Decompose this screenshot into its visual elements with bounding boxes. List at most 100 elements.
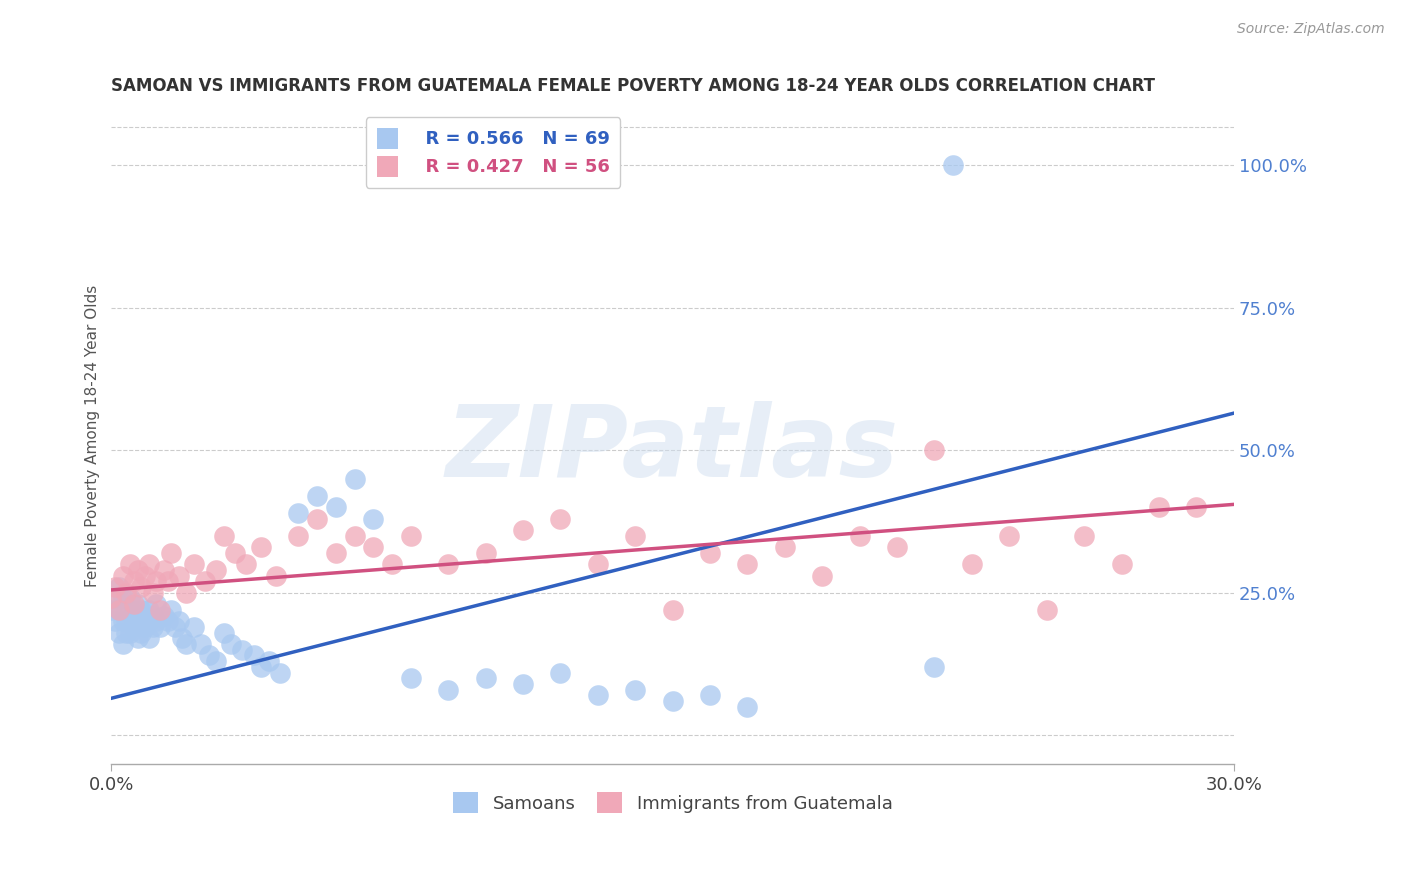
Point: [811, 568, 834, 582]
Point: [474, 546, 496, 560]
Point: [661, 603, 683, 617]
Point: [343, 529, 366, 543]
Point: [219, 637, 242, 651]
Point: [194, 574, 217, 589]
Point: [115, 586, 138, 600]
Point: [149, 603, 172, 617]
Point: [224, 546, 246, 560]
Point: [122, 603, 145, 617]
Point: [1035, 603, 1057, 617]
Point: [145, 574, 167, 589]
Point: [661, 694, 683, 708]
Point: [138, 603, 160, 617]
Point: [212, 625, 235, 640]
Point: [115, 603, 138, 617]
Text: ZIPatlas: ZIPatlas: [446, 401, 900, 498]
Point: [100, 591, 122, 606]
Point: [231, 642, 253, 657]
Point: [167, 614, 190, 628]
Point: [287, 506, 309, 520]
Point: [437, 558, 460, 572]
Point: [120, 625, 142, 640]
Point: [190, 637, 212, 651]
Point: [264, 568, 287, 582]
Point: [399, 529, 422, 543]
Point: [363, 511, 385, 525]
Point: [1073, 529, 1095, 543]
Point: [942, 158, 965, 172]
Point: [127, 632, 149, 646]
Point: [550, 665, 572, 680]
Point: [142, 608, 165, 623]
Point: [474, 671, 496, 685]
Point: [108, 625, 131, 640]
Text: SAMOAN VS IMMIGRANTS FROM GUATEMALA FEMALE POVERTY AMONG 18-24 YEAR OLDS CORRELA: SAMOAN VS IMMIGRANTS FROM GUATEMALA FEMA…: [111, 78, 1156, 95]
Point: [699, 546, 721, 560]
Point: [586, 689, 609, 703]
Point: [212, 529, 235, 543]
Point: [737, 558, 759, 572]
Point: [152, 608, 174, 623]
Point: [550, 511, 572, 525]
Point: [138, 558, 160, 572]
Point: [998, 529, 1021, 543]
Point: [172, 632, 194, 646]
Point: [1147, 500, 1170, 515]
Point: [122, 597, 145, 611]
Point: [773, 540, 796, 554]
Point: [142, 620, 165, 634]
Point: [437, 682, 460, 697]
Point: [512, 677, 534, 691]
Point: [269, 665, 291, 680]
Point: [108, 580, 131, 594]
Point: [381, 558, 404, 572]
Point: [197, 648, 219, 663]
Point: [138, 632, 160, 646]
Point: [115, 614, 138, 628]
Point: [257, 654, 280, 668]
Point: [122, 620, 145, 634]
Point: [108, 603, 131, 617]
Point: [624, 529, 647, 543]
Point: [142, 586, 165, 600]
Point: [1111, 558, 1133, 572]
Point: [886, 540, 908, 554]
Point: [183, 558, 205, 572]
Point: [131, 603, 153, 617]
Point: [307, 489, 329, 503]
Point: [111, 591, 134, 606]
Point: [174, 637, 197, 651]
Point: [138, 614, 160, 628]
Point: [325, 500, 347, 515]
Point: [848, 529, 870, 543]
Point: [156, 574, 179, 589]
Point: [131, 614, 153, 628]
Point: [120, 603, 142, 617]
Point: [512, 523, 534, 537]
Point: [250, 660, 273, 674]
Point: [399, 671, 422, 685]
Point: [111, 568, 134, 582]
Point: [122, 574, 145, 589]
Point: [152, 563, 174, 577]
Point: [134, 568, 156, 582]
Point: [108, 603, 131, 617]
Point: [120, 591, 142, 606]
Point: [127, 597, 149, 611]
Point: [156, 614, 179, 628]
Point: [699, 689, 721, 703]
Point: [134, 608, 156, 623]
Point: [363, 540, 385, 554]
Y-axis label: Female Poverty Among 18-24 Year Olds: Female Poverty Among 18-24 Year Olds: [86, 285, 100, 587]
Point: [104, 614, 127, 628]
Point: [960, 558, 983, 572]
Point: [205, 563, 228, 577]
Point: [111, 614, 134, 628]
Point: [122, 614, 145, 628]
Point: [111, 637, 134, 651]
Point: [242, 648, 264, 663]
Point: [160, 546, 183, 560]
Point: [250, 540, 273, 554]
Point: [586, 558, 609, 572]
Text: Source: ZipAtlas.com: Source: ZipAtlas.com: [1237, 22, 1385, 37]
